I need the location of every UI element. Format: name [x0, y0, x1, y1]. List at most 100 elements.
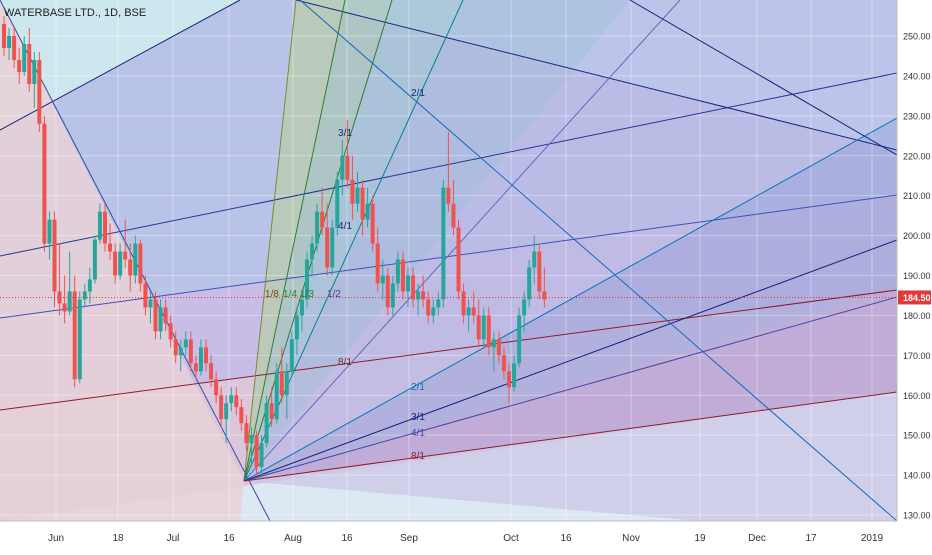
candle-body — [360, 187, 365, 220]
candle-body — [284, 371, 289, 396]
candle — [320, 187, 325, 236]
price-tick-label: 190.00 — [903, 271, 931, 281]
candle-body — [244, 423, 249, 444]
candle-body — [436, 299, 441, 308]
candle-body — [501, 355, 506, 372]
candle — [138, 239, 143, 292]
candle — [108, 223, 113, 260]
candle-body — [209, 363, 214, 380]
time-tick-label: Jun — [48, 533, 64, 544]
candle-body — [476, 315, 481, 340]
candle-body — [486, 315, 491, 348]
candle-body — [47, 219, 52, 244]
candle — [128, 243, 133, 292]
price-tick-label: 200.00 — [903, 231, 931, 241]
candle-body — [421, 291, 426, 300]
candle — [476, 299, 481, 348]
time-tick-label: 16 — [560, 533, 572, 544]
candle-body — [269, 403, 274, 420]
candle — [52, 211, 57, 308]
candle — [22, 36, 27, 76]
candle — [57, 243, 62, 316]
candle — [375, 227, 380, 292]
candle — [355, 171, 360, 212]
candle — [173, 331, 178, 364]
candle — [305, 251, 309, 308]
candle-body — [491, 339, 496, 348]
gann-fan-label: 3/1 — [338, 128, 352, 139]
candle — [461, 283, 466, 324]
last-price-label: 184.50 — [903, 293, 931, 303]
price-tick-label: 130.00 — [903, 511, 931, 521]
candle — [7, 28, 12, 60]
candle — [254, 431, 259, 476]
candle — [37, 51, 42, 132]
candle — [284, 363, 289, 420]
candle-body — [289, 339, 294, 372]
candle-body — [431, 307, 436, 316]
candle — [325, 203, 330, 276]
candle-body — [426, 299, 431, 316]
fan-region — [244, 392, 897, 521]
price-axis-bg — [897, 0, 932, 550]
candle-body — [77, 299, 82, 380]
candle-body — [385, 275, 390, 308]
candle-body — [138, 243, 143, 284]
candle-body — [229, 395, 234, 404]
candle — [294, 307, 299, 356]
candle-body — [118, 251, 123, 276]
gann-fan-label: 4/1 — [411, 428, 425, 439]
candle-body — [188, 339, 193, 364]
candle-body — [294, 315, 299, 340]
fan-region — [244, 0, 630, 481]
candle-body — [299, 299, 304, 316]
candle-body — [108, 243, 113, 252]
gann-fan-label: 8/1 — [411, 451, 425, 462]
candle-body — [345, 155, 350, 180]
candle — [335, 171, 340, 236]
candle-body — [481, 315, 486, 340]
candle — [274, 363, 279, 424]
fan-region — [244, 0, 897, 481]
candle-body — [496, 339, 501, 356]
candle-body — [395, 259, 400, 284]
candle-body — [471, 307, 476, 316]
time-tick-label: 16 — [223, 533, 235, 544]
fan-line — [295, 0, 897, 151]
candle — [183, 331, 188, 356]
candle — [436, 291, 441, 316]
candle — [411, 267, 416, 308]
candle — [537, 243, 542, 300]
candle-body — [87, 279, 92, 292]
candle — [97, 203, 102, 244]
candle — [77, 291, 82, 384]
candle-body — [163, 307, 168, 324]
candle-body — [7, 36, 12, 48]
candle — [501, 347, 506, 380]
candle-body — [416, 291, 421, 300]
candle-body — [148, 299, 153, 308]
price-axis[interactable]: 250.00 240.00 230.00 220.00 210.00 200.00 190.… — [896, 0, 932, 550]
candle — [67, 251, 72, 316]
price-tick-label: 220.00 — [903, 151, 931, 161]
time-axis[interactable]: Jun 18 Jul 16 Aug 16 Sep Oct 16 Nov 19 Dec 17 2019 — [0, 520, 932, 550]
candle-body — [224, 403, 229, 420]
candle — [168, 315, 173, 348]
candle-body — [22, 43, 27, 72]
candle — [542, 267, 547, 308]
candle — [239, 399, 244, 432]
price-tick-label: 250.00 — [903, 32, 931, 42]
candle-body — [123, 251, 128, 260]
price-tick-label: 230.00 — [903, 111, 931, 121]
candle-body — [375, 243, 380, 284]
candle — [491, 331, 496, 372]
candle-body — [173, 339, 178, 356]
candle-body — [370, 203, 375, 244]
candle — [365, 187, 370, 228]
candle — [517, 307, 522, 368]
candle-body — [380, 275, 385, 284]
candle — [426, 291, 431, 324]
candle — [214, 371, 219, 404]
candle-body — [406, 275, 410, 292]
